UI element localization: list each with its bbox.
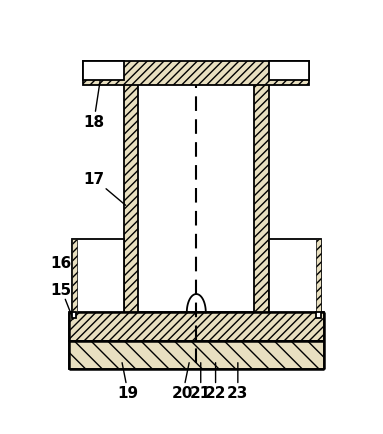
Bar bbox=[316, 239, 321, 313]
Text: 20: 20 bbox=[172, 363, 194, 401]
Bar bbox=[72, 239, 124, 313]
Bar bbox=[254, 69, 269, 313]
Bar bbox=[69, 341, 324, 370]
Bar bbox=[83, 62, 309, 85]
Bar bbox=[83, 62, 124, 80]
Text: 21: 21 bbox=[190, 363, 211, 401]
Bar bbox=[269, 239, 321, 313]
Text: 18: 18 bbox=[83, 74, 105, 130]
Text: 16: 16 bbox=[51, 255, 77, 273]
Text: 15: 15 bbox=[51, 282, 73, 319]
Bar bbox=[69, 313, 324, 341]
Text: 17: 17 bbox=[83, 171, 126, 206]
Bar bbox=[72, 313, 76, 318]
Bar bbox=[72, 239, 77, 313]
Text: 23: 23 bbox=[227, 363, 249, 401]
Text: 22: 22 bbox=[205, 363, 226, 401]
Bar bbox=[316, 313, 321, 318]
Bar bbox=[124, 69, 138, 313]
Text: 19: 19 bbox=[118, 363, 139, 401]
Bar bbox=[269, 62, 309, 80]
